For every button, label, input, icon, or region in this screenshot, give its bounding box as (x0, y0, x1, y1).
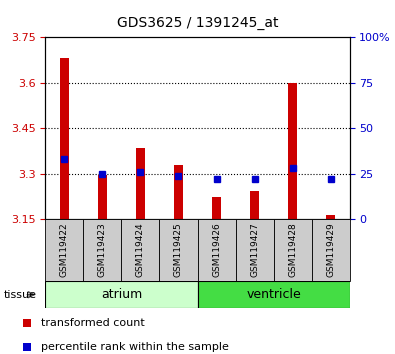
Text: GSM119423: GSM119423 (98, 223, 107, 277)
Bar (273, 219, 312, 281)
Bar (212, 197, 221, 219)
Text: atrium: atrium (101, 288, 142, 301)
Text: GSM119427: GSM119427 (250, 223, 259, 277)
Bar (98, 176, 107, 219)
Bar (250, 190, 259, 219)
Text: percentile rank within the sample: percentile rank within the sample (41, 342, 229, 352)
Text: ventricle: ventricle (246, 288, 301, 301)
Bar (198, 219, 235, 281)
Text: GDS3625 / 1391245_at: GDS3625 / 1391245_at (117, 16, 278, 30)
Bar (235, 219, 274, 281)
Text: tissue: tissue (4, 290, 37, 300)
Bar (45, 281, 198, 308)
Text: GSM119428: GSM119428 (288, 223, 297, 277)
Text: GSM119429: GSM119429 (326, 223, 335, 277)
Bar (312, 219, 350, 281)
Bar (136, 148, 145, 219)
Text: GSM119426: GSM119426 (212, 223, 221, 277)
Text: GSM119422: GSM119422 (60, 223, 69, 277)
Text: GSM119425: GSM119425 (174, 223, 183, 277)
Bar (122, 219, 160, 281)
Bar (326, 215, 335, 219)
Bar (288, 83, 297, 219)
Text: GSM119424: GSM119424 (136, 223, 145, 277)
Bar (60, 58, 69, 219)
Bar (160, 219, 198, 281)
Bar (198, 281, 350, 308)
Bar (83, 219, 122, 281)
Text: transformed count: transformed count (41, 318, 145, 329)
Bar (174, 165, 183, 219)
Bar (45, 219, 83, 281)
